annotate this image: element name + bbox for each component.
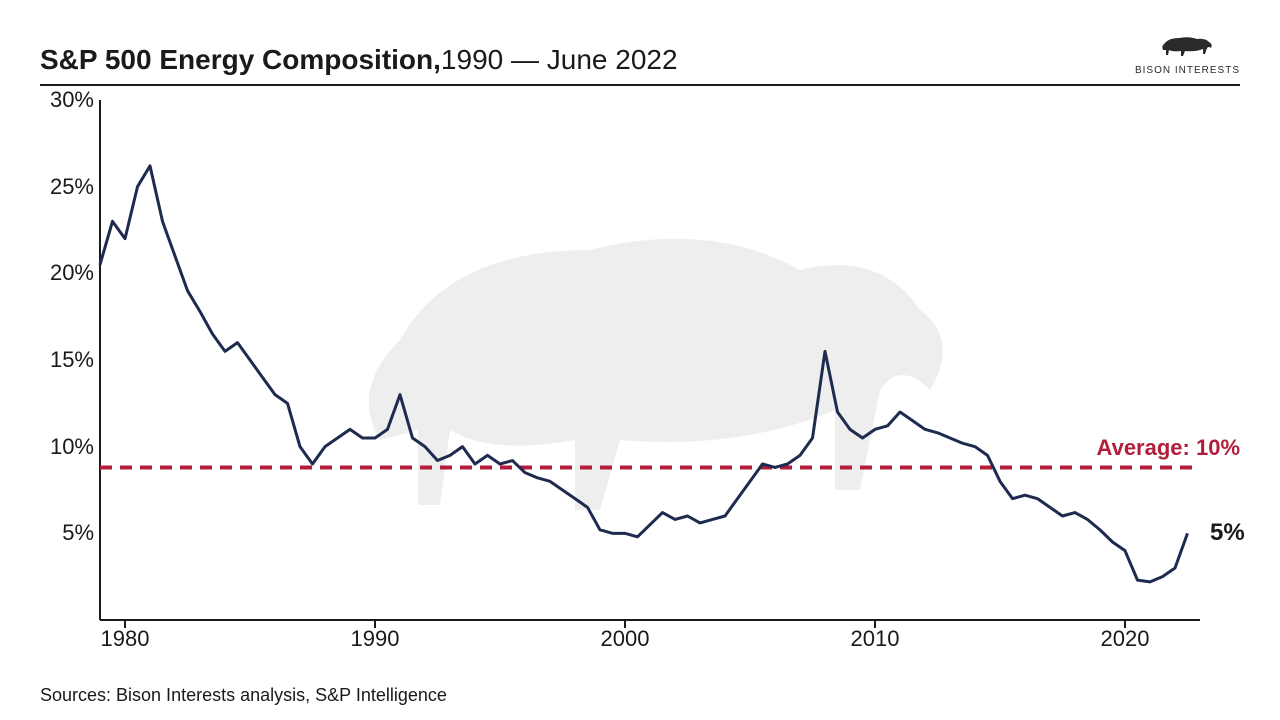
page: S&P 500 Energy Composition, 1990 — June … (0, 0, 1280, 720)
average-label: Average: 10% (1097, 435, 1240, 461)
y-tick-label: 15% (50, 347, 94, 373)
x-tick-label: 2020 (1101, 626, 1150, 652)
x-tick-label: 2010 (851, 626, 900, 652)
y-tick-label: 25% (50, 174, 94, 200)
brand-logo: BISON INTERESTS (1135, 30, 1240, 76)
end-value-label: 5% (1210, 519, 1245, 547)
chart: 5% 10% 15% 20% 25% 30% 1980 1990 2000 2010 2020 A… (40, 90, 1240, 650)
title-subtitle: 1990 — June 2022 (441, 44, 678, 76)
y-tick-label: 20% (50, 260, 94, 286)
x-tick-label: 1990 (351, 626, 400, 652)
y-tick-label: 5% (62, 520, 94, 546)
y-tick-label: 30% (50, 87, 94, 113)
data-line (100, 166, 1188, 582)
x-tick-label: 1980 (101, 626, 150, 652)
chart-title: S&P 500 Energy Composition, 1990 — June … (40, 44, 678, 76)
brand-name: BISON INTERESTS (1135, 65, 1240, 76)
title-bold: S&P 500 Energy Composition, (40, 44, 441, 76)
bison-icon (1159, 30, 1215, 63)
plot-svg (100, 100, 1200, 620)
source-text: Sources: Bison Interests analysis, S&P I… (40, 685, 447, 706)
x-tick-label: 2000 (601, 626, 650, 652)
header: S&P 500 Energy Composition, 1990 — June … (40, 30, 1240, 86)
y-tick-label: 10% (50, 434, 94, 460)
plot-area: 5%10%15%20%25%30% 19801990200020102020 A… (100, 100, 1200, 620)
